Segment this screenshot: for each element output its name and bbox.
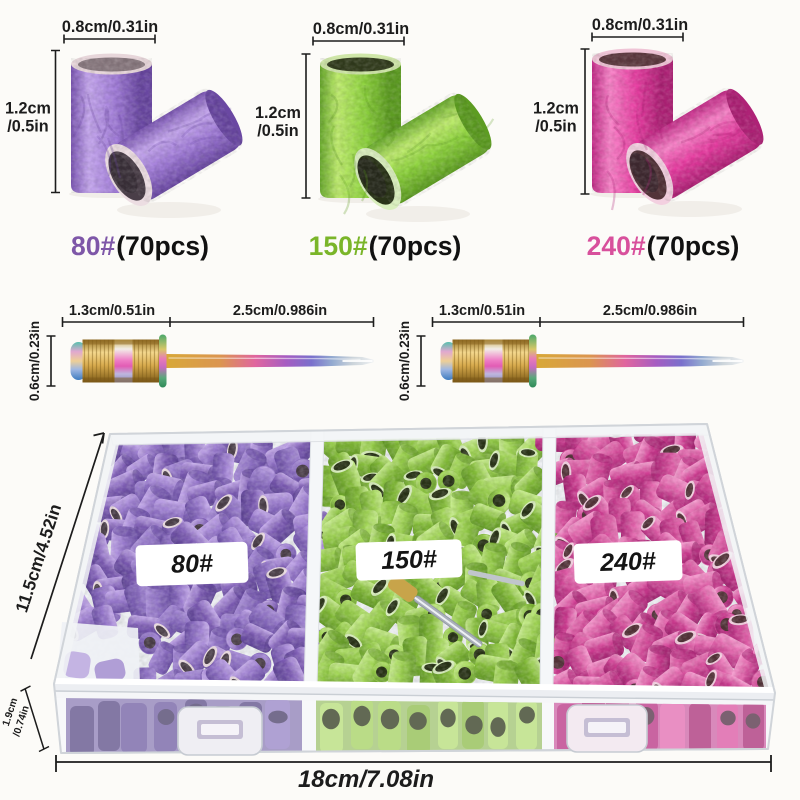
svg-text:/0.5in: /0.5in [7, 118, 48, 136]
svg-text:150#: 150# [381, 545, 438, 575]
svg-text:80#: 80# [171, 549, 214, 578]
svg-text:0.8cm/0.31in: 0.8cm/0.31in [313, 20, 409, 38]
svg-text:1.3cm/0.51in: 1.3cm/0.51in [439, 303, 525, 319]
svg-text:240#: 240# [599, 547, 657, 577]
svg-text:1.2cm: 1.2cm [533, 100, 579, 118]
svg-text:0.8cm/0.31in: 0.8cm/0.31in [62, 18, 158, 36]
svg-text:240#(70pcs): 240#(70pcs) [587, 231, 740, 261]
svg-text:150#(70pcs): 150#(70pcs) [309, 231, 462, 261]
svg-text:2.5cm/0.986in: 2.5cm/0.986in [233, 303, 327, 319]
svg-text:1.2cm: 1.2cm [5, 100, 51, 118]
svg-text:/0.5in: /0.5in [257, 122, 298, 140]
svg-text:2.5cm/0.986in: 2.5cm/0.986in [603, 303, 697, 319]
svg-text:/0.5in: /0.5in [535, 118, 576, 136]
svg-text:0.6cm/0.23in: 0.6cm/0.23in [27, 321, 42, 401]
svg-text:18cm/7.08in: 18cm/7.08in [298, 766, 434, 793]
svg-text:80#(70pcs): 80#(70pcs) [71, 231, 209, 261]
svg-text:0.8cm/0.31in: 0.8cm/0.31in [592, 16, 688, 34]
svg-text:0.6cm/0.23in: 0.6cm/0.23in [397, 321, 412, 401]
svg-text:1.2cm: 1.2cm [255, 104, 301, 122]
svg-text:1.3cm/0.51in: 1.3cm/0.51in [69, 303, 155, 319]
